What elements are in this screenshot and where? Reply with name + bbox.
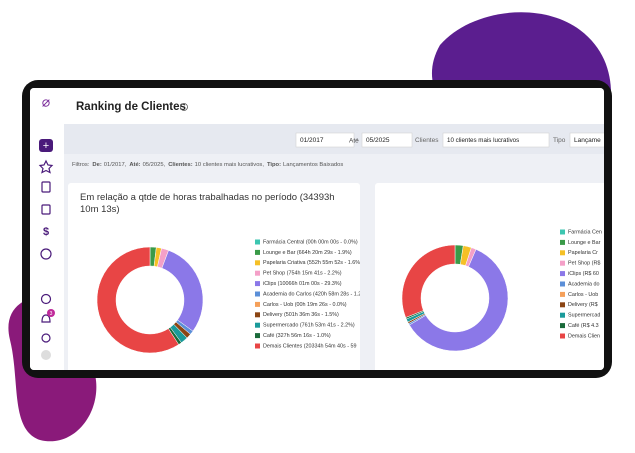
settings-icon[interactable] <box>41 333 51 343</box>
card <box>68 183 360 370</box>
clients-label: Clientes <box>415 137 439 144</box>
legend-label: iClips (R$ 60 <box>568 271 599 277</box>
chart-title: Em relação a qtde de horas trabalhadas n… <box>80 192 335 215</box>
legend-label: Academia do Carlos (420h 58m 28s - 1.2%) <box>263 291 368 297</box>
summary-value: 10 clientes mais lucrativos, <box>195 162 265 168</box>
legend-label: Café (R$ 4.3 <box>568 323 599 329</box>
summary-value: 01/2017, <box>104 162 127 168</box>
type-value: Lançame <box>574 137 601 144</box>
legend-label: Carlos - Uob (00h 19m 26s - 0.0%) <box>263 302 347 308</box>
legend-swatch <box>560 302 565 308</box>
legend-label: Papelaria Criativa (552h 55m 52s - 1.6%) <box>263 260 362 266</box>
legend-swatch <box>255 239 260 245</box>
legend-label: Demais Clien <box>568 333 600 339</box>
from-input[interactable] <box>295 132 355 148</box>
until-value: 05/2025 <box>366 137 390 144</box>
sidebar <box>30 88 64 370</box>
from-values: Até <box>349 137 359 144</box>
legend-swatch <box>255 291 260 297</box>
legend-label: iClips (10066h 01m 00s - 29.3%) <box>263 281 342 287</box>
legend-swatch <box>255 343 260 349</box>
until-label: Até <box>349 137 359 144</box>
legend-swatch <box>255 249 260 255</box>
page-title: Ranking de Clientes <box>76 101 186 113</box>
legend-label: Pet Shop (754h 15m 41s - 2.2%) <box>263 271 342 277</box>
filter-summary: Filtros: De: 01/2017, Até: 05/2025, Clientes:… <box>72 162 343 168</box>
legend-swatch <box>255 281 260 287</box>
chart-title-line: Em relação a qtde de horas trabalhadas n… <box>80 192 335 203</box>
legend-swatch <box>255 333 260 339</box>
from-value: 01/2017 <box>300 137 324 144</box>
legend-swatch <box>255 301 260 307</box>
chart-title-line: 10m 13s) <box>80 204 120 215</box>
legend-swatch <box>560 323 565 329</box>
badge-count: 3 <box>50 311 53 317</box>
chart: Em relação a qtde de horas trabalhadas n… <box>80 192 368 354</box>
legend-label: Lounge e Bar <box>568 240 601 246</box>
summary-label: Clientes: <box>168 162 193 168</box>
avatar[interactable] <box>41 350 51 360</box>
legend-label: Café (327h 56m 16s - 1.0%) <box>263 333 331 339</box>
clients-value: 10 clientes mais lucrativos <box>447 137 519 144</box>
legend-swatch <box>560 260 565 266</box>
logo: ⌀ <box>42 94 50 110</box>
screen: ⌀ + $ 3 Ranking de Clientes 01/2017 Até … <box>30 88 610 370</box>
legend-label: Farmácia Central (00h 00m 00s - 0.0%) <box>263 239 358 245</box>
legend-swatch <box>255 270 260 276</box>
legend-label: Demais Clientes (20334h 54m 40s - 59 <box>263 343 357 349</box>
legend-label: Delivery (501h 36m 36s - 1.5%) <box>263 312 339 318</box>
donut-slice <box>401 244 456 318</box>
legend-swatch <box>560 239 565 245</box>
legend-swatch <box>560 281 565 287</box>
donut-slice <box>96 246 180 354</box>
legend-label: Lounge e Bar (664h 20m 29s - 1.9%) <box>263 250 352 256</box>
sidebar-icons <box>38 159 54 343</box>
summary-label: De: <box>92 162 101 168</box>
money-icon[interactable]: $ <box>43 226 49 238</box>
header <box>64 88 604 124</box>
history-icon[interactable] <box>40 248 52 260</box>
clock-icon[interactable] <box>40 293 52 305</box>
type-label: Tipo <box>553 137 566 144</box>
type-select[interactable] <box>569 132 610 148</box>
legend-label: Academia do <box>568 281 599 287</box>
summary-label: Até: <box>129 162 140 168</box>
legend-swatch <box>255 260 260 266</box>
legend-swatch <box>255 322 260 328</box>
badge <box>47 309 55 317</box>
legend-label: Supermercad <box>568 313 600 319</box>
legend-label: Papelaria Cr <box>568 250 598 256</box>
legend-swatch <box>560 229 565 235</box>
donut-slice <box>409 249 509 352</box>
clients-select[interactable] <box>442 132 550 148</box>
summary-prefix: Filtros: <box>72 162 90 168</box>
legend-swatch <box>560 291 565 297</box>
edit-icon[interactable] <box>41 204 51 215</box>
legend-swatch <box>255 312 260 318</box>
legend-swatch <box>560 271 565 277</box>
clipboard-icon[interactable] <box>41 181 51 193</box>
legend-label: Farmácia Cen <box>568 229 602 235</box>
bell-icon[interactable] <box>41 314 51 323</box>
until-input[interactable] <box>361 132 413 148</box>
add-button[interactable] <box>39 139 53 152</box>
chart: Farmácia Cen Lounge e Bar Papelaria Cr Pet … <box>401 229 602 352</box>
summary-value: Lançamentos Baixados <box>283 162 343 168</box>
legend-label: Supermercado (761h 53m 41s - 2.2%) <box>263 323 355 329</box>
star-icon[interactable] <box>38 159 54 174</box>
legend-label: Delivery (R$ <box>568 302 598 308</box>
legend-swatch <box>560 312 565 318</box>
legend-swatch <box>560 333 565 339</box>
legend-label: Carlos - Uob <box>568 292 598 298</box>
help-icon[interactable] <box>180 103 188 111</box>
legend-label: Pet Shop (R$ <box>568 261 600 267</box>
legend-swatch <box>560 250 565 256</box>
summary-value: 05/2025, <box>143 162 166 168</box>
summary-label: Tipo: <box>267 162 281 168</box>
add-icon: + <box>43 140 49 152</box>
